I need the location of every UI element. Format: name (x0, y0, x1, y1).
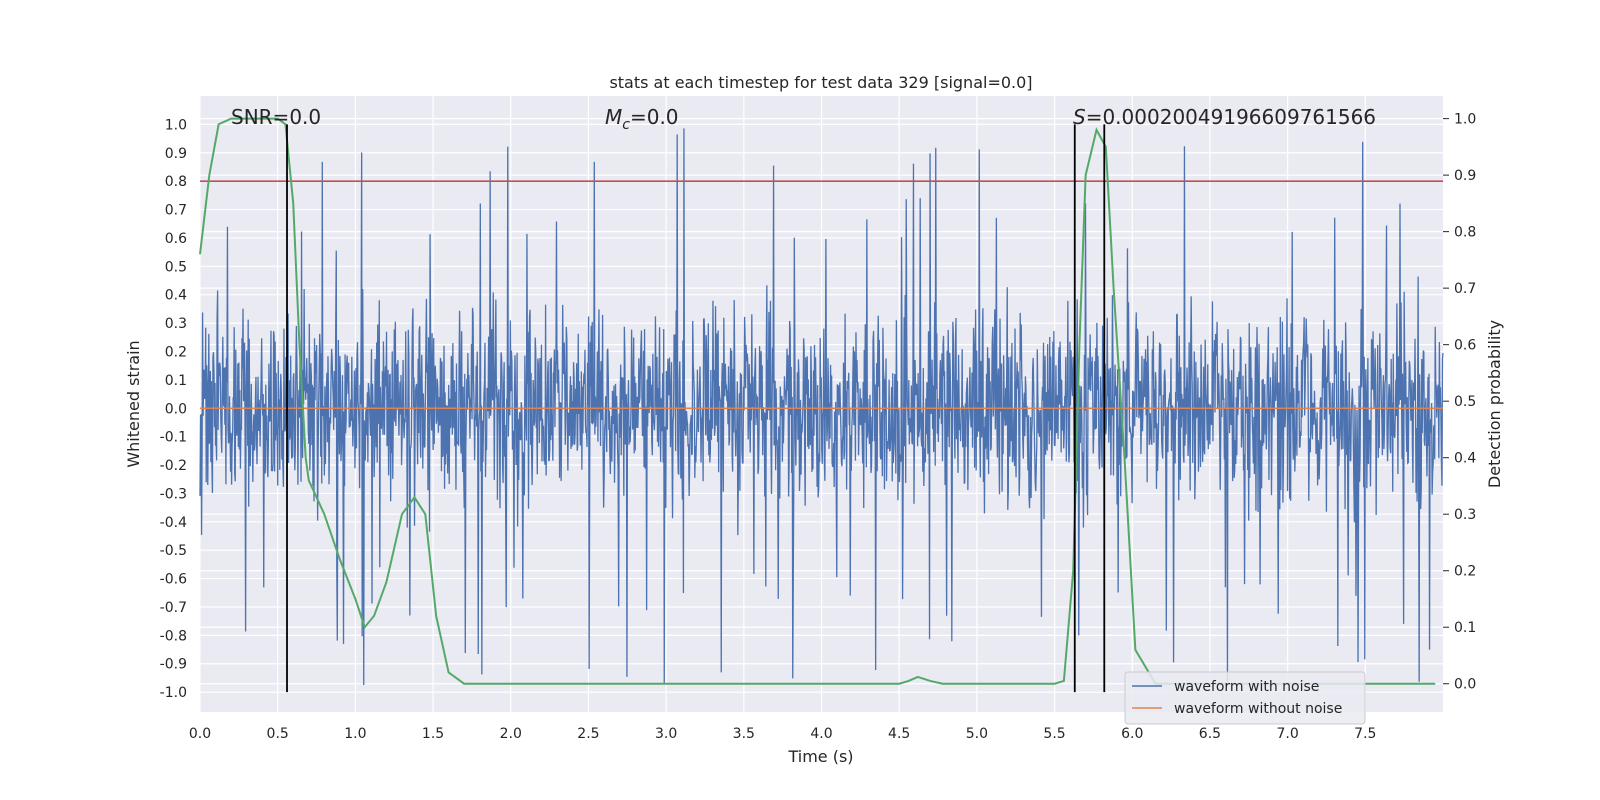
y-tick-label-left: -0.7 (160, 600, 187, 616)
y-tick-label-left: 0.1 (165, 373, 187, 389)
legend-label-clean: waveform without noise (1174, 701, 1342, 717)
snr-prefix: SNR= (231, 105, 289, 129)
x-tick-label: 3.0 (655, 726, 677, 742)
overlay-lines (199, 117, 1443, 693)
y-tick-label-left: 0.7 (165, 203, 187, 219)
y-tick-label-right: 0.5 (1454, 394, 1476, 410)
x-tick-label: 5.0 (966, 726, 988, 742)
s-value: =0.00020049196609761566 (1086, 105, 1376, 129)
chirp-mass-annotation: Mc=0.0 (605, 105, 679, 133)
y-tick-label-left: -0.1 (160, 430, 187, 446)
y-tick-label-right: 0.9 (1454, 168, 1476, 184)
y-tick-label-right: 0.2 (1454, 564, 1476, 580)
y-tick-label-left: -0.3 (160, 486, 187, 502)
legend-label-noisy: waveform with noise (1174, 679, 1319, 695)
x-tick-label: 5.5 (1043, 726, 1065, 742)
chart-title: stats at each timestep for test data 329… (609, 73, 1032, 92)
y-tick-label-left: -0.8 (160, 628, 187, 644)
y-tick-label-left: -1.0 (160, 685, 187, 701)
y-tick-label-left: -0.5 (160, 543, 187, 559)
detection-probability-line (199, 117, 1436, 685)
y-tick-label-right: 0.8 (1454, 225, 1476, 241)
snr-value: 0.0 (289, 105, 321, 129)
x-tick-label: 4.5 (888, 726, 910, 742)
chirp-mass-subscript: c (622, 117, 630, 133)
y-tick-label-left: 0.0 (165, 401, 187, 417)
y-tick-label-left: 0.4 (165, 288, 187, 304)
y-axis-label-left: Whitened strain (124, 340, 143, 467)
chirp-mass-value: =0.0 (630, 105, 679, 129)
y-axis-label-right: Detection probability (1485, 320, 1504, 488)
y-tick-label-right: 0.6 (1454, 338, 1476, 354)
y-tick-label-right: 0.0 (1454, 677, 1476, 693)
s-annotation: S=0.00020049196609761566 (1073, 105, 1376, 129)
snr-annotation: SNR=0.0 (231, 105, 321, 129)
tick-labels: 0.0 0.5 1.0 1.5 2.0 2.5 3.0 3.5 4.0 4.5 5.0 5.5 6.0 6… (160, 112, 1477, 742)
y-tick-label-left: 0.6 (165, 231, 187, 247)
y-tick-label-left: -0.4 (160, 515, 187, 531)
y-tick-label-right: 0.1 (1454, 620, 1476, 636)
x-tick-label: 4.0 (810, 726, 832, 742)
y-tick-label-left: 0.9 (165, 146, 187, 162)
y-tick-label-left: 0.2 (165, 344, 187, 360)
y-tick-label-left: 0.5 (165, 259, 187, 275)
x-tick-label: 1.5 (422, 726, 444, 742)
x-tick-label: 2.5 (577, 726, 599, 742)
y-tick-label-left: -0.9 (160, 657, 187, 673)
x-tick-label: 0.5 (267, 726, 289, 742)
y-tick-label-left: 0.8 (165, 174, 187, 190)
legend-box (1124, 671, 1366, 725)
x-axis-label: Time (s) (787, 747, 853, 766)
x-tick-label: 6.5 (1199, 726, 1221, 742)
y-tick-label-left: -0.2 (160, 458, 187, 474)
x-tick-label: 7.0 (1276, 726, 1298, 742)
y-tick-label-right: 0.4 (1454, 451, 1476, 467)
y-tick-label-right: 1.0 (1454, 112, 1476, 128)
x-tick-label: 3.5 (733, 726, 755, 742)
x-tick-label: 2.0 (500, 726, 522, 742)
y-tick-label-left: 1.0 (165, 117, 187, 133)
x-tick-label: 6.0 (1121, 726, 1143, 742)
x-tick-label: 7.5 (1354, 726, 1376, 742)
legend: waveform with noise waveform without noi… (1124, 671, 1366, 725)
y-tick-label-left: -0.6 (160, 572, 187, 588)
y-tick-label-left: 0.3 (165, 316, 187, 332)
y-tick-label-right: 0.3 (1454, 507, 1476, 523)
x-tick-label: 1.0 (344, 726, 366, 742)
chirp-mass-symbol: M (605, 105, 622, 129)
y-tick-label-right: 0.7 (1454, 281, 1476, 297)
x-tick-label: 0.0 (189, 726, 211, 742)
s-symbol: S (1073, 105, 1086, 129)
